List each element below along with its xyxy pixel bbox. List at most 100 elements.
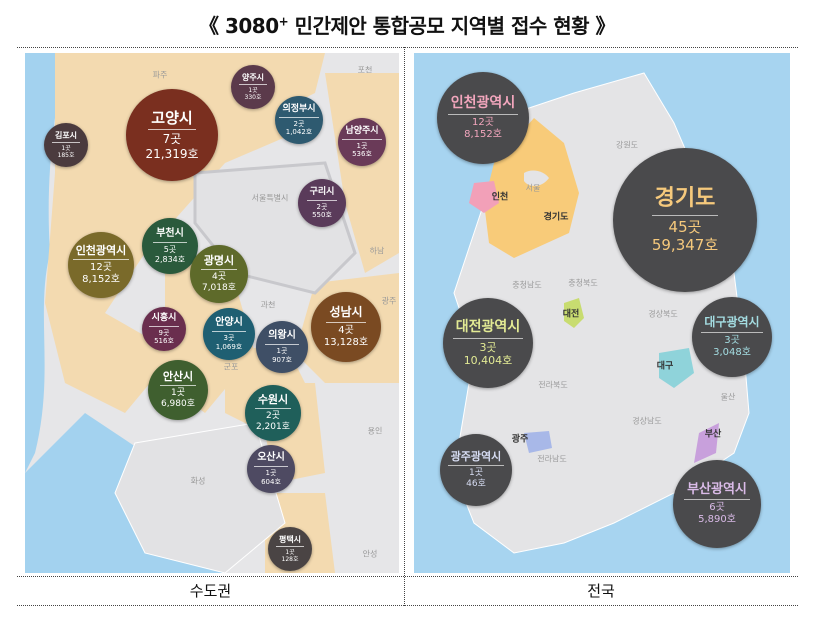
region-name: 안양시	[212, 317, 246, 333]
place-label: 파주	[152, 70, 168, 80]
region-bubble: 대전광역시 3곳 10,404호	[443, 298, 533, 388]
region-bubble: 의왕시 1곳 907호	[256, 321, 308, 373]
region-name: 의정부시	[279, 104, 319, 118]
region-name: 성남시	[326, 305, 366, 323]
housing-units: 21,319호	[145, 146, 199, 161]
housing-units: 46호	[466, 479, 486, 490]
table-top-border	[17, 47, 798, 48]
site-count: 4곳	[211, 272, 226, 283]
site-count: 5곳	[163, 244, 177, 254]
region-name: 시흥시	[148, 313, 180, 327]
housing-units: 128호	[281, 556, 299, 564]
site-count: 2곳	[316, 202, 328, 211]
place-label: 울산	[720, 392, 736, 402]
site-count: 1곳	[61, 145, 71, 153]
site-count: 1곳	[276, 347, 288, 356]
housing-units: 604호	[261, 477, 281, 486]
region-name: 김포시	[51, 131, 81, 144]
region-name: 대구광역시	[701, 315, 763, 333]
site-count: 12곳	[90, 262, 112, 274]
place-label: 전라남도	[537, 454, 567, 464]
site-count: 45곳	[668, 217, 702, 236]
housing-units: 1,069호	[215, 342, 243, 351]
place-label: 안성	[362, 549, 378, 559]
region-name: 광명시	[200, 254, 238, 271]
region-bubble: 의정부시 2곳 1,042호	[275, 96, 323, 144]
region-name: 인천광역시	[447, 95, 519, 115]
place-label: 하남	[369, 246, 385, 256]
housing-units: 536호	[352, 149, 372, 158]
capital-area-caption: 수도권	[189, 582, 232, 600]
region-name: 인천광역시	[72, 244, 130, 261]
region-bubble: 안산시 1곳 6,980호	[148, 360, 208, 420]
region-name: 평택시	[275, 535, 305, 548]
region-bubble: 고양시 7곳 21,319호	[126, 89, 218, 181]
region-name: 고양시	[148, 109, 196, 131]
region-bubble: 광주광역시 1곳 46호	[440, 434, 512, 506]
place-label: 경상남도	[632, 416, 662, 426]
housing-units: 550호	[312, 210, 332, 219]
place-label: 과천	[260, 300, 276, 310]
place-label: 충청남도	[512, 280, 542, 290]
site-count: 1곳	[248, 87, 258, 95]
region-label: 인천	[491, 192, 509, 203]
region-name: 수원시	[254, 393, 292, 410]
site-count: 1곳	[285, 549, 295, 557]
site-count: 1곳	[265, 469, 277, 478]
place-label: 광주	[381, 296, 397, 306]
site-count: 4곳	[338, 324, 354, 336]
place-label: 강원도	[615, 140, 639, 150]
housing-units: 8,152호	[82, 274, 120, 286]
housing-units: 330호	[244, 94, 262, 102]
region-bubble: 인천광역시 12곳 8,152호	[437, 72, 529, 164]
region-name: 남양주시	[342, 126, 382, 140]
region-name: 오산시	[254, 452, 288, 468]
region-name: 부산광역시	[684, 482, 750, 501]
region-bubble: 양주시 1곳 330호	[231, 65, 275, 109]
region-name: 안산시	[159, 370, 197, 387]
region-name: 의왕시	[265, 330, 299, 346]
site-count: 6곳	[709, 502, 725, 514]
page-title: 《 3080+ 민간제안 통합공모 지역별 접수 현황 》	[199, 14, 615, 38]
region-bubble: 인천광역시 12곳 8,152호	[68, 232, 134, 298]
region-name: 대전광역시	[452, 319, 524, 339]
housing-units: 185호	[57, 152, 75, 160]
capital-area-map: 파주 포천 서울특별시 하남 과천 광주 군포 용인 화성 안성 양주시 1곳 330호 고양시 7곳 21,…	[25, 53, 399, 573]
site-count: 1곳	[170, 388, 185, 399]
housing-units: 5,890호	[698, 514, 736, 526]
region-bubble: 부천시 5곳 2,834호	[142, 218, 198, 274]
region-label: 광주	[511, 434, 529, 445]
housing-units: 516호	[154, 336, 174, 345]
region-label: 부산	[704, 429, 722, 440]
housing-units: 3,048호	[713, 346, 751, 358]
region-bubble: 대구광역시 3곳 3,048호	[692, 297, 772, 377]
national-caption: 전국	[587, 582, 615, 600]
region-bubble: 평택시 1곳 128호	[268, 527, 312, 571]
region-bubble: 안양시 3곳 1,069호	[203, 308, 255, 360]
region-bubble: 수원시 2곳 2,201호	[245, 385, 301, 441]
housing-units: 2,834호	[154, 254, 186, 264]
housing-units: 6,980호	[160, 399, 196, 410]
place-label: 화성	[190, 476, 206, 486]
place-label: 용인	[367, 426, 383, 436]
housing-units: 10,404호	[463, 353, 513, 367]
region-label: 대구	[656, 361, 674, 372]
region-bubble: 광명시 4곳 7,018호	[190, 245, 248, 303]
site-count: 3곳	[223, 334, 235, 343]
table-bottom-border	[17, 605, 798, 606]
housing-units: 1,042호	[285, 127, 313, 136]
region-bubble: 경기도 45곳 59,347호	[613, 148, 757, 292]
site-count: 2곳	[265, 411, 280, 422]
region-bubble: 김포시 1곳 185호	[44, 123, 88, 167]
region-name: 부천시	[153, 228, 187, 243]
region-bubble: 부산광역시 6곳 5,890호	[673, 460, 761, 548]
region-name: 구리시	[306, 187, 338, 201]
site-count: 3곳	[479, 340, 497, 354]
region-name: 광주광역시	[447, 450, 505, 467]
region-label: 대전	[562, 309, 580, 320]
site-count: 2곳	[293, 119, 305, 128]
housing-units: 59,347호	[651, 235, 719, 254]
region-bubble: 오산시 1곳 604호	[247, 445, 295, 493]
place-label: 서울특별시	[251, 193, 289, 203]
national-map: 강원도 서울 충청남도 충청북도 경상북도 전라북도 울산 경상남도 전라남도 인천 경기도 대전 대구…	[414, 53, 790, 573]
